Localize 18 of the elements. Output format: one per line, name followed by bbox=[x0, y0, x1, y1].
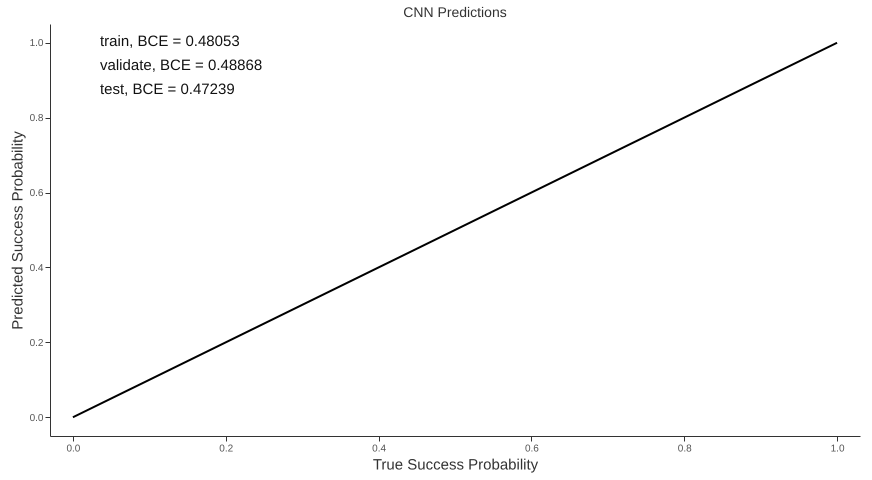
annotation: validate, BCE = 0.48868 bbox=[100, 57, 262, 74]
x-tick-label: 1.0 bbox=[830, 444, 845, 454]
x-tick-label: 0.4 bbox=[372, 444, 386, 454]
y-tick-label: 0.4 bbox=[30, 262, 44, 274]
x-axis-title: True Success Probability bbox=[372, 456, 539, 474]
y-tick-label: 0.6 bbox=[30, 188, 44, 200]
y-tick-label: 1.0 bbox=[30, 38, 44, 50]
y-axis-title: Predicted Success Probability bbox=[10, 130, 27, 330]
x-tick-label: 0.0 bbox=[66, 444, 81, 454]
chart-title: CNN Predictions bbox=[403, 4, 507, 20]
y-tick-label: 0.0 bbox=[30, 412, 44, 424]
x-tick-label: 0.2 bbox=[219, 444, 234, 454]
y-tick-label: 0.8 bbox=[30, 113, 44, 124]
x-tick-label: 0.8 bbox=[678, 444, 692, 454]
annotation: test, BCE = 0.47239 bbox=[100, 81, 235, 98]
annotation: train, BCE = 0.48053 bbox=[100, 33, 240, 50]
y-tick-label: 0.2 bbox=[30, 338, 44, 349]
x-tick-label: 0.6 bbox=[524, 444, 540, 454]
